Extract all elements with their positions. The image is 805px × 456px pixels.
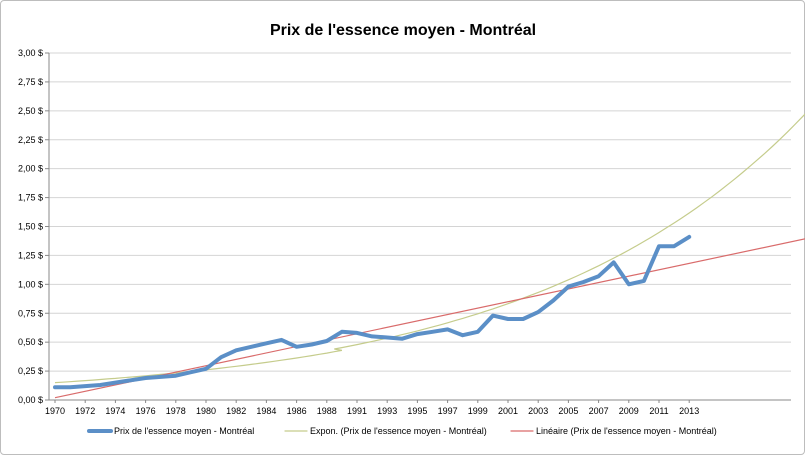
data-point <box>492 314 494 317</box>
data-point <box>401 337 404 340</box>
data-point <box>597 275 600 278</box>
x-tick-label: 1991 <box>347 406 367 416</box>
data-series <box>53 234 692 390</box>
x-tick-label: 1995 <box>407 406 427 416</box>
linear-trendline <box>54 238 805 399</box>
x-tick-label: 1982 <box>226 406 246 416</box>
data-point <box>507 318 509 320</box>
data-point <box>461 334 464 337</box>
data-point <box>416 333 419 335</box>
data-point <box>175 374 177 377</box>
data-point <box>446 328 449 331</box>
data-point <box>280 339 283 341</box>
y-tick-label: 0,00 $ <box>18 395 43 405</box>
x-tick-label: 2001 <box>498 406 518 416</box>
data-point <box>235 349 237 352</box>
data-point <box>159 376 162 378</box>
data-point <box>54 386 56 389</box>
x-tick-label: 2003 <box>528 406 548 416</box>
x-tick-label: 1993 <box>377 406 397 416</box>
trendlines <box>54 113 805 399</box>
data-point <box>250 346 253 348</box>
x-tick-label: 2013 <box>679 406 699 416</box>
data-point <box>371 335 373 338</box>
data-point <box>310 343 313 346</box>
x-tick-label: 2005 <box>558 406 578 416</box>
data-point <box>144 377 147 379</box>
x-tick-label: 2011 <box>649 406 668 416</box>
legend: Prix de l'essence moyen - Montréal Expon.… <box>87 426 717 436</box>
x-tick-label: 1999 <box>468 406 488 416</box>
y-tick-label: 0,25 $ <box>18 366 43 376</box>
legend-item: Expon. (Prix de l'essence moyen - Montré… <box>284 426 487 436</box>
chart-title: Prix de l'essence moyen - Montréal <box>270 22 536 39</box>
x-axis: 1970 1972 1974 1976 1978 1980 1982 1984 1986 1988… <box>45 400 699 416</box>
data-point <box>84 385 86 387</box>
x-tick-label: 1984 <box>256 406 276 416</box>
data-point <box>205 368 207 370</box>
y-tick-label: 1,50 $ <box>18 222 43 232</box>
legend-item: Linéaire (Prix de l'essence moyen - Mont… <box>510 426 717 436</box>
legend-label: Expon. (Prix de l'essence moyen - Montré… <box>310 426 487 436</box>
data-point <box>567 285 570 288</box>
y-tick-label: 2,25 $ <box>18 135 43 145</box>
x-tick-label: 1974 <box>105 406 125 416</box>
data-point <box>129 379 132 382</box>
x-tick-label: 1970 <box>45 406 65 416</box>
data-point <box>356 332 358 334</box>
data-point <box>552 299 555 302</box>
data-point <box>69 386 71 389</box>
data-point <box>386 336 389 339</box>
data-point <box>295 346 298 348</box>
data-point <box>477 331 479 333</box>
y-tick-label: 2,50 $ <box>18 106 43 116</box>
data-point <box>537 311 539 313</box>
data-point <box>628 283 630 286</box>
x-tick-label: 1978 <box>166 406 186 416</box>
x-tick-label: 1988 <box>317 406 337 416</box>
y-tick-label: 0,50 $ <box>18 337 43 347</box>
y-tick-label: 2,00 $ <box>18 164 43 174</box>
x-tick-label: 1997 <box>438 406 458 416</box>
x-tick-label: 1980 <box>196 406 216 416</box>
legend-label: Prix de l'essence moyen - Montréal <box>114 426 254 436</box>
data-point <box>326 340 328 342</box>
data-point <box>265 342 268 345</box>
exponential-trendline <box>54 113 805 384</box>
x-tick-label: 2007 <box>589 406 609 416</box>
series-line <box>53 234 692 390</box>
data-point <box>99 384 102 386</box>
legend-item: Prix de l'essence moyen - Montréal <box>87 426 254 436</box>
y-tick-label: 1,25 $ <box>18 250 43 260</box>
x-tick-label: 2009 <box>619 406 639 416</box>
data-point <box>522 318 524 320</box>
data-point <box>114 381 117 384</box>
data-point <box>612 261 615 264</box>
y-tick-label: 1,00 $ <box>18 279 43 289</box>
data-point <box>190 371 192 374</box>
data-point <box>658 245 660 247</box>
x-tick-label: 1972 <box>75 406 95 416</box>
data-point <box>431 331 434 333</box>
y-tick-label: 2,75 $ <box>18 77 43 87</box>
data-point <box>341 331 343 333</box>
y-tick-label: 3,00 $ <box>18 48 43 58</box>
x-tick-label: 1986 <box>287 406 307 416</box>
y-tick-label: 0,75 $ <box>18 308 43 318</box>
data-point <box>673 245 675 247</box>
data-point <box>688 236 690 238</box>
y-tick-label: 1,75 $ <box>18 193 43 203</box>
data-point <box>643 280 645 282</box>
legend-label: Linéaire (Prix de l'essence moyen - Mont… <box>536 426 717 436</box>
x-tick-label: 1976 <box>136 406 156 416</box>
y-axis: 0,00 $ 0,25 $ 0,50 $ 0,75 $ 1,00 $ 1,25 $ 1,50… <box>18 48 50 405</box>
data-point <box>220 356 222 359</box>
data-point <box>582 281 585 283</box>
gridlines <box>49 52 791 401</box>
